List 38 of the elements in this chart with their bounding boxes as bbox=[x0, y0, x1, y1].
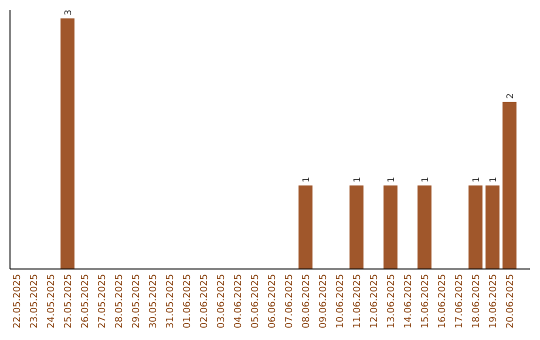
data-label: 1 bbox=[353, 176, 363, 182]
x-tick-label: 19.06.2025 bbox=[488, 274, 499, 328]
x-tick-label: 20.06.2025 bbox=[505, 274, 516, 328]
data-label: 2 bbox=[506, 93, 516, 99]
x-tick-label: 02.06.2025 bbox=[199, 274, 210, 328]
x-tick-label: 17.06.2025 bbox=[454, 274, 465, 328]
x-tick-label: 15.06.2025 bbox=[420, 274, 431, 328]
x-tick-label: 01.06.2025 bbox=[182, 274, 193, 328]
x-tick-label: 04.06.2025 bbox=[233, 274, 244, 328]
x-tick-label: 09.06.2025 bbox=[318, 274, 329, 328]
data-label: 1 bbox=[421, 176, 431, 182]
x-tick-label: 25.05.2025 bbox=[63, 274, 74, 328]
x-tick-label: 28.05.2025 bbox=[114, 274, 125, 328]
x-tick-label: 11.06.2025 bbox=[352, 274, 363, 328]
data-label: 1 bbox=[472, 176, 482, 182]
x-tick-label: 16.06.2025 bbox=[437, 274, 448, 328]
x-tick-label: 22.05.2025 bbox=[12, 274, 23, 328]
x-tick-label: 24.05.2025 bbox=[46, 274, 57, 328]
data-label: 1 bbox=[302, 176, 312, 182]
x-tick-label: 29.05.2025 bbox=[131, 274, 142, 328]
x-tick-label: 03.06.2025 bbox=[216, 274, 227, 328]
x-tick-label: 10.06.2025 bbox=[335, 274, 346, 328]
x-tick-label: 30.05.2025 bbox=[148, 274, 159, 328]
x-tick-label: 18.06.2025 bbox=[471, 274, 482, 328]
x-tick-label: 26.05.2025 bbox=[80, 274, 91, 328]
x-tick-label: 31.05.2025 bbox=[165, 274, 176, 328]
x-tick-label: 08.06.2025 bbox=[301, 274, 312, 328]
x-tick-label: 05.06.2025 bbox=[250, 274, 261, 328]
x-tick-label: 12.06.2025 bbox=[369, 274, 380, 328]
x-tick-label: 27.05.2025 bbox=[97, 274, 108, 328]
x-tick-label: 06.06.2025 bbox=[267, 274, 278, 328]
x-tick-label: 14.06.2025 bbox=[403, 274, 414, 328]
data-label: 1 bbox=[489, 176, 499, 182]
data-label: 1 bbox=[387, 176, 397, 182]
x-tick-label: 07.06.2025 bbox=[284, 274, 295, 328]
x-tick-label: 13.06.2025 bbox=[386, 274, 397, 328]
data-label: 3 bbox=[64, 10, 74, 16]
x-tick-label: 23.05.2025 bbox=[29, 274, 40, 328]
